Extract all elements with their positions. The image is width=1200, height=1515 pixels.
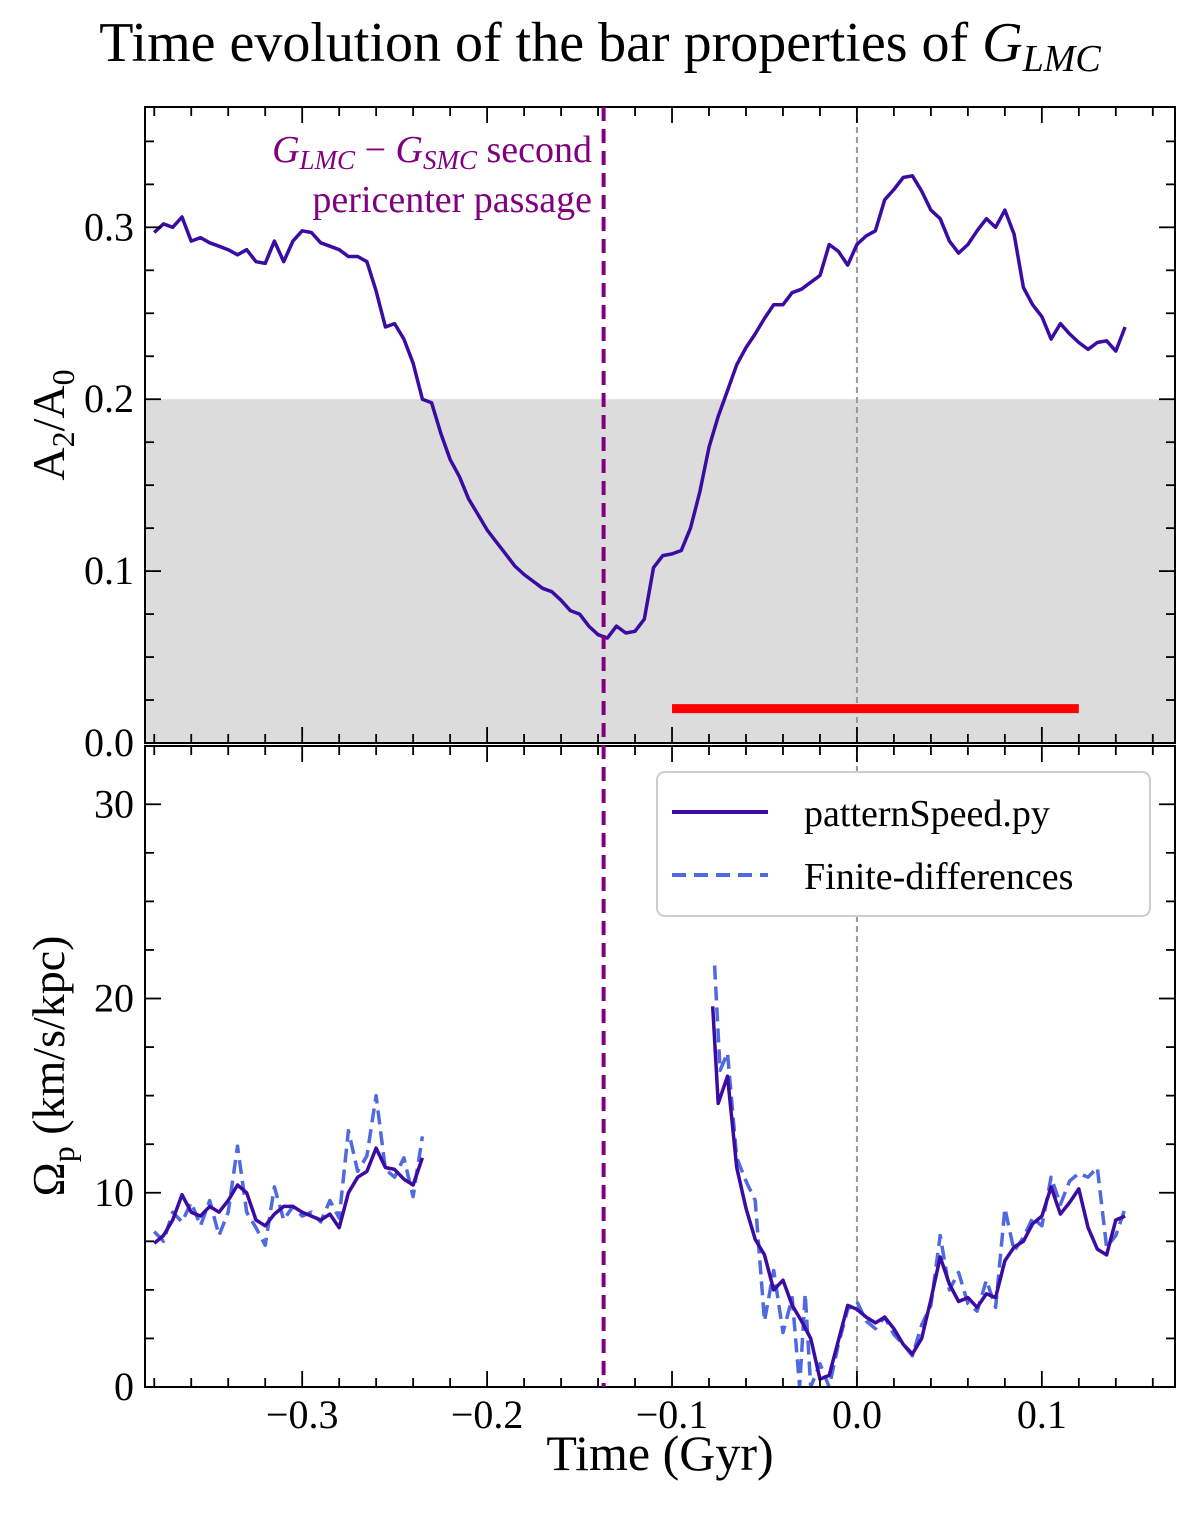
- annot-g-smc: G: [396, 129, 423, 171]
- patternspeed-series-segment-1: [153, 1146, 425, 1245]
- axis-ticks: −0.3 −0.2 −0.1 0.0 0.1 0.0 0.1 0.2 0.3 0 10 20 30: [84, 107, 1175, 1437]
- top-plot-area: [153, 107, 1127, 743]
- title-subscript: LMC: [1022, 38, 1101, 80]
- bottom-y-tick-label: 30: [94, 781, 134, 826]
- x-tick-label: 0.1: [1017, 1392, 1067, 1437]
- bottom-y-tick-label: 20: [94, 976, 134, 1021]
- title-text: Time evolution of the bar properties of: [99, 12, 983, 74]
- pericenter-annotation-line2: pericenter passage: [312, 179, 592, 221]
- annot-second: second: [477, 129, 592, 171]
- legend-box: [656, 771, 1151, 917]
- legend-label-patternspeed: patternSpeed.py: [804, 793, 1050, 835]
- bottom-y-tick-label: 0: [114, 1364, 134, 1409]
- bottom-panel-frame: [144, 745, 1176, 1388]
- legend-label-finite-differences: Finite-differences: [804, 856, 1073, 898]
- x-tick-label: −0.3: [266, 1392, 339, 1437]
- x-tick-label: −0.2: [451, 1392, 524, 1437]
- top-ylabel-sub2: 0: [45, 369, 81, 385]
- bottom-ylabel-sub: p: [45, 1146, 81, 1162]
- chart-title: Time evolution of the bar properties of …: [0, 8, 1200, 94]
- patternspeed-series-segment-2: [710, 1006, 1126, 1381]
- top-y-tick-label: 0.3: [84, 204, 134, 249]
- title-symbol: G: [982, 12, 1023, 74]
- top-y-tick-label: 0.1: [84, 548, 134, 593]
- finite-differences-series-segment-1: [152, 1093, 425, 1247]
- top-panel-frame: [144, 106, 1176, 744]
- bottom-ylabel: Ωp (km/s/kpc): [23, 936, 81, 1197]
- top-y-tick-label: 0.0: [84, 720, 134, 765]
- x-axis-label: Time (Gyr): [546, 1425, 773, 1481]
- bottom-ylabel-omega: Ω: [23, 1162, 74, 1196]
- x-tick-label: −0.1: [636, 1392, 709, 1437]
- top-ylabel-slash: /A: [23, 385, 74, 431]
- annot-minus: −: [355, 129, 395, 171]
- weak-bar-shaded-band: [145, 399, 1175, 743]
- x-tick-label: 0.0: [832, 1392, 882, 1437]
- bottom-ylabel-units: (km/s/kpc): [23, 936, 74, 1147]
- finite-differences-series-segment-2: [712, 965, 1127, 1387]
- annot-sub-lmc: LMC: [299, 145, 357, 175]
- pericenter-annotation-line1: GLMC − GSMC second: [272, 129, 592, 175]
- annot-sub-smc: SMC: [423, 145, 478, 175]
- a2-a0-series-line: [153, 174, 1127, 640]
- top-ylabel-sub1: 2: [45, 431, 81, 447]
- legend: patternSpeed.py Finite-differences: [656, 771, 1151, 917]
- top-ylabel-a: A: [23, 447, 74, 480]
- top-ylabel: A2/A0: [23, 369, 81, 480]
- bottom-plot-area: [152, 746, 1127, 1387]
- top-y-tick-label: 0.2: [84, 376, 134, 421]
- annot-g-lmc: G: [272, 129, 299, 171]
- bottom-y-tick-label: 10: [94, 1170, 134, 1215]
